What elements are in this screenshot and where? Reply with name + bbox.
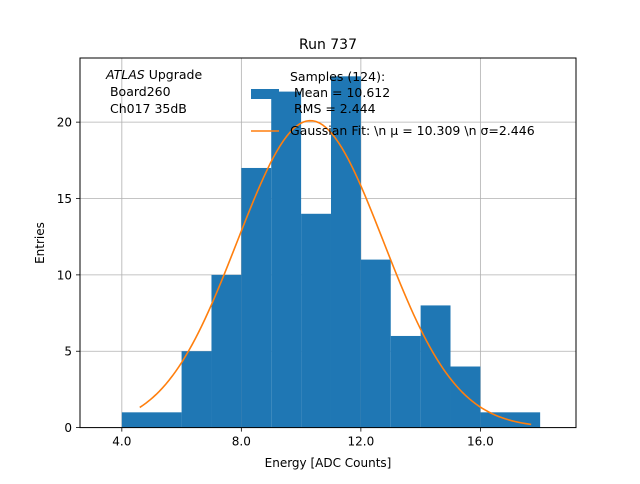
histogram-bar-3	[241, 167, 272, 428]
y-tick-label-4: 20	[57, 116, 72, 130]
axis-ticks: 4.0 8.0 12.0 16.0 0 5 10 15 20	[57, 116, 494, 449]
chart-title: Run 737	[299, 37, 357, 53]
x-axis-label: Energy [ADC Counts]	[265, 456, 392, 470]
legend: Samples (124): Mean = 10.612 RMS = 2.444…	[251, 69, 535, 138]
legend-bar-line-3: RMS = 2.444	[290, 101, 376, 116]
legend-bar-line-2: Mean = 10.612	[290, 85, 390, 100]
x-tick-label-0: 4.0	[112, 435, 131, 449]
y-tick-label-2: 10	[57, 268, 72, 282]
legend-bar-line-1: Samples (124):	[290, 69, 385, 84]
atlas-annotation: ATLAS Upgrade Board260 Ch017 35dB	[105, 67, 202, 116]
y-tick-label-0: 0	[64, 421, 72, 435]
annotation-upgrade: Upgrade	[145, 67, 203, 82]
histogram-bars	[121, 76, 541, 428]
histogram-bar-2	[211, 274, 242, 428]
y-tick-label-3: 15	[57, 192, 72, 206]
histogram-bar-5	[301, 213, 331, 428]
annotation-line-3: Ch017 35dB	[106, 101, 187, 116]
y-tick-label-1: 5	[64, 345, 72, 359]
histogram-bar-0	[121, 412, 182, 428]
histogram-bar-7	[360, 259, 391, 428]
x-tick-label-3: 16.0	[467, 435, 494, 449]
histogram-bar-6	[330, 76, 361, 428]
annotation-atlas: ATLAS	[105, 67, 145, 82]
annotation-line-2: Board260	[106, 84, 171, 99]
legend-fit-label: Gaussian Fit: \n μ = 10.309 \n σ=2.446	[290, 123, 535, 138]
legend-bar-swatch	[251, 89, 279, 99]
histogram-bar-1	[181, 351, 212, 428]
histogram-bar-10	[450, 366, 481, 428]
x-tick-label-2: 12.0	[348, 435, 375, 449]
y-axis-label: Entries	[33, 222, 47, 264]
histogram-bar-4	[271, 91, 302, 428]
annotation-line-1: ATLAS Upgrade	[105, 67, 202, 82]
x-tick-label-1: 8.0	[232, 435, 251, 449]
plot-frame	[79, 57, 577, 429]
gaussian-fit-curve	[139, 119, 532, 426]
histogram-bar-9	[420, 305, 451, 428]
histogram-bar-8	[390, 335, 421, 428]
